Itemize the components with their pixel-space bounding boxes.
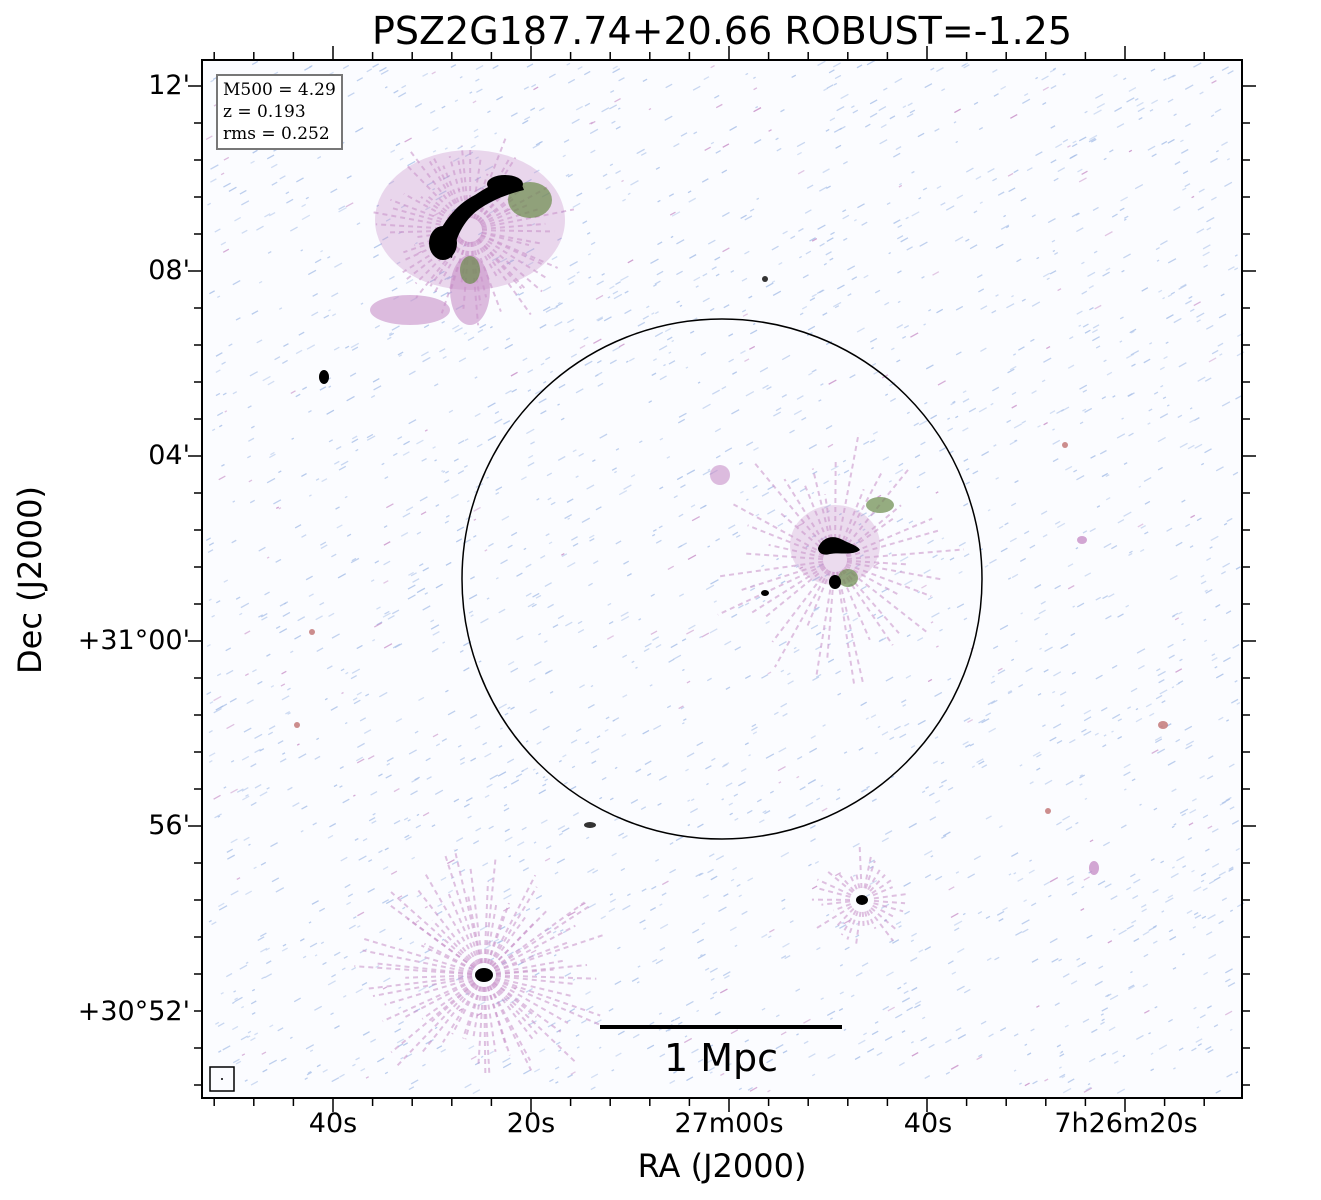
beam-ellipse (221, 1078, 223, 1080)
noise-speckles (205, 59, 1245, 1095)
cluster-info-box: M500 = 4.29 z = 0.193 rms = 0.252 (216, 74, 343, 150)
y-axis-label: Dec (J2000) (11, 486, 49, 674)
bottom-point-source (475, 968, 493, 982)
rms-label: rms = 0.252 (223, 124, 330, 144)
y-tick-label: 04' (148, 440, 190, 471)
y-tick-label: +31°00' (77, 625, 190, 656)
r500-circle (461, 318, 983, 840)
scale-bar-label: 1 Mpc (663, 1036, 779, 1080)
y-tick-label: +30°52' (77, 996, 190, 1027)
x-tick-label: 40s (903, 1108, 953, 1139)
y-tick-label: 56' (148, 810, 190, 841)
x-axis-label: RA (J2000) (637, 1147, 807, 1185)
central-radio-source (710, 465, 894, 596)
image-background (202, 60, 1242, 1098)
x-tick-label: 40s (308, 1108, 358, 1139)
compact-sources (294, 276, 1168, 875)
bottom-right-point-source (856, 895, 868, 905)
axis-ticks (188, 46, 1256, 1112)
redshift-label: z = 0.193 (223, 102, 306, 122)
x-tick-label: 27m00s (674, 1108, 784, 1139)
beam-box (209, 1066, 235, 1092)
extended-radio-source (370, 150, 565, 325)
m500-label: M500 = 4.29 (223, 80, 336, 100)
y-tick-label: 12' (148, 70, 190, 101)
x-tick-label: 20s (506, 1108, 556, 1139)
x-tick-label: 7h26m20s (1054, 1108, 1198, 1139)
axes-frame (201, 59, 1243, 1099)
figure-title: PSZ2G187.74+20.66 ROBUST=-1.25 (371, 9, 1073, 53)
y-tick-label: 08' (148, 255, 190, 286)
